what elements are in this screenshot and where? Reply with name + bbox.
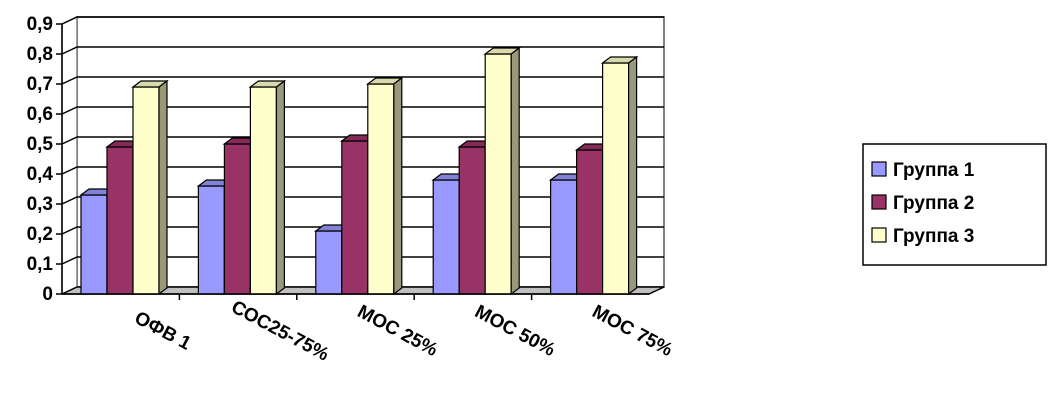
bar-side xyxy=(627,55,638,296)
bar-front xyxy=(549,179,578,295)
bar-front xyxy=(106,146,134,295)
x-category-label: СОС25-75% xyxy=(228,297,333,366)
bar-front xyxy=(341,140,369,295)
legend-box xyxy=(862,143,1047,266)
y-axis-ticks: 0 0,1 0,2 0,3 0,4 0,5 0,6 0,7 0,8 0,9 xyxy=(27,14,63,305)
bar-side xyxy=(510,46,520,296)
side-wall xyxy=(61,15,78,296)
legend-swatch xyxy=(871,227,887,243)
gridline xyxy=(61,106,664,115)
legend: Группа 1 Группа 2 Группа 3 xyxy=(862,143,1047,266)
y-tick-label: 0,8 xyxy=(27,44,53,65)
bar-front xyxy=(223,143,251,295)
bar[interactable] xyxy=(365,76,404,296)
bar-front xyxy=(458,146,486,295)
bar[interactable] xyxy=(600,55,639,296)
y-tick-label: 0,4 xyxy=(27,164,54,185)
bar[interactable] xyxy=(248,79,287,296)
legend-swatch xyxy=(871,194,887,210)
bar-side xyxy=(275,79,285,296)
y-tick-label: 0,9 xyxy=(27,14,53,35)
bar[interactable] xyxy=(483,46,522,296)
bar-front xyxy=(432,179,460,295)
y-tick-label: 0 xyxy=(42,284,53,305)
bar-front xyxy=(80,194,108,295)
bar-front xyxy=(315,230,343,295)
y-tick-label: 0,3 xyxy=(27,194,53,215)
bar-front xyxy=(197,185,225,295)
bar-front xyxy=(484,53,512,295)
bar-side xyxy=(393,76,403,296)
legend-label: Группа 2 xyxy=(893,193,974,214)
x-category-label: МОС 50% xyxy=(471,301,558,361)
legend-item: Группа 1 xyxy=(871,160,975,181)
gridline xyxy=(61,76,664,85)
gridline xyxy=(61,136,664,145)
y-tick-label: 0,7 xyxy=(27,74,53,95)
gridline xyxy=(61,16,664,25)
y-tick-label: 0,6 xyxy=(27,104,53,125)
legend-item: Группа 3 xyxy=(871,226,974,247)
bar-front xyxy=(249,86,277,295)
bar-front xyxy=(575,149,604,295)
bar-side xyxy=(158,79,168,296)
y-tick-label: 0,1 xyxy=(27,254,54,275)
legend-item: Группа 2 xyxy=(871,193,974,214)
x-axis-categories: ОФВ 1 СОС25-75% МОС 25% МОС 50% МОС 75% xyxy=(62,293,676,366)
x-category-label: МОС 75% xyxy=(589,301,676,361)
legend-swatch xyxy=(871,161,887,177)
bar-front xyxy=(601,62,630,295)
y-tick-label: 0,5 xyxy=(27,134,54,155)
bar-front xyxy=(367,83,395,295)
x-category-label: ОФВ 1 xyxy=(131,308,195,355)
y-tick-label: 0,2 xyxy=(27,224,53,245)
x-category-label: МОС 25% xyxy=(354,301,441,361)
bars xyxy=(79,46,639,296)
bar[interactable] xyxy=(131,79,169,296)
legend-label: Группа 1 xyxy=(893,160,975,181)
bar-front xyxy=(132,86,160,295)
gridline xyxy=(61,46,664,55)
legend-label: Группа 3 xyxy=(893,226,974,247)
